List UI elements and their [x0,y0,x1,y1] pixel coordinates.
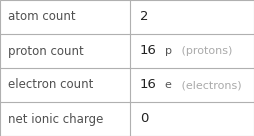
Text: p: p [165,46,171,56]
Text: (protons): (protons) [178,46,232,56]
Text: net ionic charge: net ionic charge [8,112,103,126]
Text: 2: 2 [140,10,148,24]
Text: e: e [165,80,171,90]
Text: 0: 0 [140,112,148,126]
Text: 16: 16 [140,78,156,92]
Text: 16: 16 [140,44,156,58]
Text: proton count: proton count [8,44,83,58]
Text: atom count: atom count [8,10,75,24]
Text: electron count: electron count [8,78,93,92]
Text: (electrons): (electrons) [178,80,242,90]
